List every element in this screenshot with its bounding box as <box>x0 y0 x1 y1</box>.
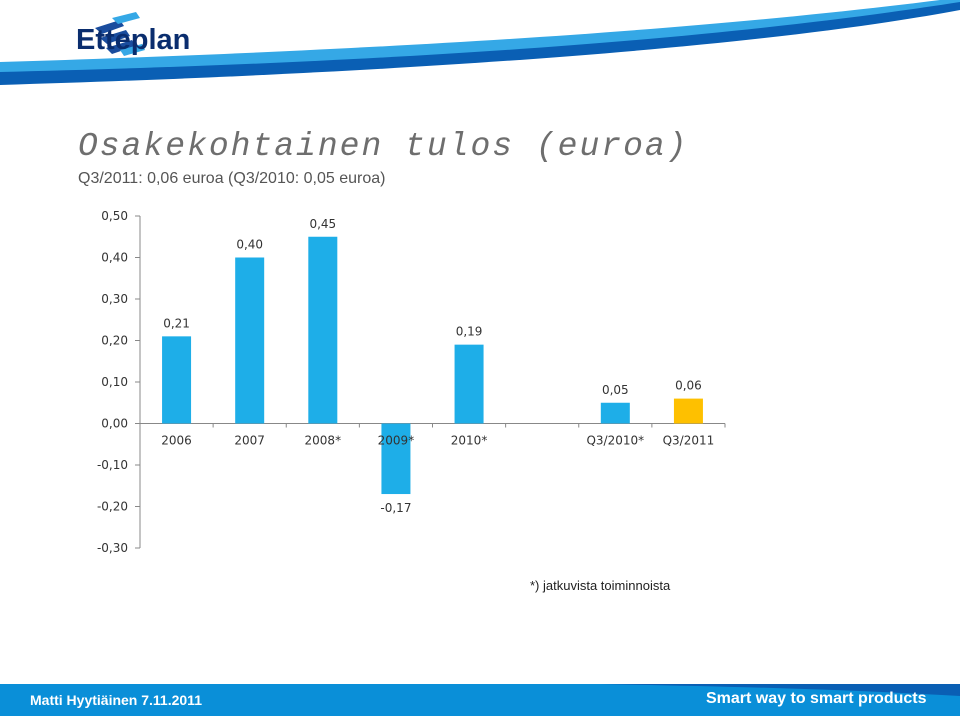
chart-bars <box>162 236 703 495</box>
y-tick-label: 0,10 <box>101 375 128 389</box>
chart-axes: 0,50 0,40 0,30 0,20 0,10 0,00 -0,10 -0,20 -0,30 <box>97 209 726 555</box>
data-label: -0,17 <box>380 501 411 515</box>
category-label: 2010* <box>451 434 488 448</box>
bar-2009* <box>381 423 411 495</box>
category-label: 2006 <box>161 434 192 448</box>
eps-bar-chart: 0,500,400,300,200,100,00-0,10-0,20-0,30 … <box>97 209 726 555</box>
category-label: 2008* <box>305 434 342 448</box>
bar-2008* <box>308 236 338 424</box>
category-label: Q3/2011 <box>663 434 715 448</box>
page-title: Osakekohtainen tulos (euroa) <box>78 128 689 165</box>
category-label: 2007 <box>234 434 265 448</box>
y-tick-label: -0,20 <box>97 500 128 514</box>
bar-Q3/2010* <box>600 402 630 424</box>
brand-name: Etteplan <box>76 24 191 56</box>
y-tick-label: -0,30 <box>97 541 128 555</box>
footnote: *) jatkuvista toiminnoista <box>530 578 671 593</box>
header-band <box>0 0 960 85</box>
data-label: 0,06 <box>675 379 702 393</box>
page-subtitle: Q3/2011: 0,06 euroa (Q3/2010: 0,05 euroa… <box>78 170 386 187</box>
chart-labels: 0,21 2006 0,40 2007 0,45 2008* -0,17 2009* 0,19 2… <box>161 217 714 515</box>
data-label: 0,45 <box>309 217 336 231</box>
data-label: 0,19 <box>456 325 483 339</box>
data-label: 0,05 <box>602 383 629 397</box>
bar-2007 <box>235 257 265 424</box>
y-tick-label: -0,10 <box>97 458 128 472</box>
category-label: 2009* <box>378 434 415 448</box>
y-tick-label: 0,40 <box>101 251 128 265</box>
bar-2006 <box>162 336 192 424</box>
y-tick-label: 0,20 <box>101 334 128 348</box>
bar-2010* <box>454 344 484 424</box>
data-label: 0,40 <box>236 238 263 252</box>
category-label: Q3/2010* <box>586 434 644 448</box>
bar-Q3/2011 <box>673 398 703 424</box>
y-tick-label: 0,50 <box>101 209 128 223</box>
footer-author-date: Matti Hyytiäinen 7.11.2011 <box>30 692 202 708</box>
data-label: 0,21 <box>163 316 190 330</box>
y-tick-label: 0,00 <box>101 417 128 431</box>
y-tick-label: 0,30 <box>101 292 128 306</box>
footer-slogan: Smart way to smart products <box>706 690 927 707</box>
etteplan-logo-icon <box>95 12 145 56</box>
footer-band <box>0 684 960 716</box>
